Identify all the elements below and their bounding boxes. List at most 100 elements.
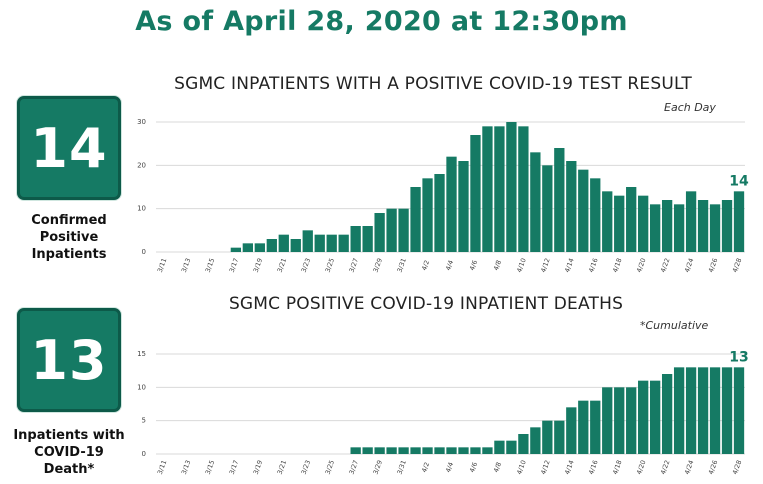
inpatients-bar-chart: 0 10 20 30 3/11 3/13 3/15 3/17 3/19 3/21 3/23 3/25 3… bbox=[137, 118, 749, 274]
x-tick-label: 4/6 bbox=[468, 461, 479, 474]
bar-3/25 bbox=[326, 234, 337, 252]
x-tick-label: 3/15 bbox=[204, 459, 217, 475]
bar-4/7 bbox=[482, 126, 493, 252]
bar-4/14 bbox=[566, 407, 577, 454]
x-tick-label: 3/19 bbox=[252, 257, 265, 273]
bar-4/7 bbox=[482, 447, 493, 454]
bar-4/16 bbox=[590, 400, 601, 454]
x-tick-label: 4/26 bbox=[707, 459, 720, 475]
bar-3/20 bbox=[266, 239, 277, 252]
x-tick-label: 4/8 bbox=[492, 259, 503, 272]
bar-3/19 bbox=[254, 243, 265, 252]
bar-3/30 bbox=[386, 447, 397, 454]
x-tick-label: 3/21 bbox=[276, 257, 289, 273]
x-tick-label: 3/19 bbox=[252, 459, 265, 475]
bar-3/17 bbox=[230, 247, 242, 252]
x-tick-label: 4/26 bbox=[707, 257, 720, 273]
x-tick-label: 4/12 bbox=[539, 257, 552, 273]
last-value-label: 14 bbox=[729, 173, 749, 189]
y-tick-label: 0 bbox=[142, 248, 146, 256]
x-tick-label: 3/11 bbox=[156, 257, 169, 273]
bar-3/21 bbox=[278, 234, 289, 252]
x-tick-label: 3/13 bbox=[180, 257, 193, 273]
bar-4/11 bbox=[530, 152, 541, 252]
bar-4/11 bbox=[530, 427, 541, 454]
x-tick-label: 3/23 bbox=[300, 459, 313, 475]
bar-4/27 bbox=[721, 200, 733, 252]
bar-4/9 bbox=[506, 440, 517, 454]
positive-inpatients-label: Confirmed Positive Inpatients bbox=[4, 212, 134, 263]
bar-4/5 bbox=[458, 161, 469, 252]
label-line: COVID-19 bbox=[34, 445, 104, 460]
bar-4/21 bbox=[650, 380, 661, 454]
bar-4/2 bbox=[422, 447, 433, 454]
bar-3/28 bbox=[362, 447, 373, 454]
positive-inpatients-count: 14 bbox=[30, 116, 108, 180]
x-tick-label: 4/4 bbox=[444, 461, 455, 474]
bar-4/14 bbox=[566, 161, 577, 252]
bar-4/10 bbox=[518, 434, 529, 454]
x-tick-label: 3/15 bbox=[204, 257, 217, 273]
bar-4/20 bbox=[638, 195, 649, 252]
bar-3/31 bbox=[398, 447, 409, 454]
x-tick-label: 4/14 bbox=[563, 257, 576, 273]
deaths-chart-title: SGMC POSITIVE COVID-19 INPATIENT DEATHS bbox=[228, 294, 624, 314]
deaths-label: Inpatients with COVID-19 Death* bbox=[4, 427, 134, 478]
bar-4/3 bbox=[434, 174, 445, 252]
deaths-stat-box: 13 bbox=[17, 308, 121, 412]
x-tick-label: 4/20 bbox=[635, 459, 648, 475]
x-tick-label: 3/13 bbox=[180, 459, 193, 475]
x-tick-label: 4/14 bbox=[563, 459, 576, 475]
bar-4/1 bbox=[410, 187, 421, 252]
y-tick-label: 5 bbox=[142, 417, 146, 425]
x-tick-label: 4/2 bbox=[420, 461, 431, 474]
bar-4/16 bbox=[590, 178, 601, 252]
bar-4/6 bbox=[470, 135, 481, 252]
x-tick-label: 4/16 bbox=[587, 257, 600, 273]
bar-3/29 bbox=[374, 213, 385, 252]
bar-4/24 bbox=[685, 367, 697, 454]
bar-4/20 bbox=[638, 380, 649, 454]
bar-4/6 bbox=[470, 447, 481, 454]
x-tick-label: 3/29 bbox=[371, 459, 384, 475]
label-line: Inpatients with bbox=[13, 428, 125, 443]
bar-4/13 bbox=[554, 420, 565, 454]
bar-4/28 bbox=[733, 367, 745, 454]
x-tick-label: 4/24 bbox=[683, 257, 696, 273]
bar-3/27 bbox=[350, 226, 361, 252]
x-tick-label: 3/27 bbox=[348, 257, 361, 273]
bar-3/31 bbox=[398, 208, 409, 252]
bar-3/30 bbox=[386, 208, 397, 252]
bar-4/5 bbox=[458, 447, 469, 454]
x-tick-label: 3/29 bbox=[371, 257, 384, 273]
bar-4/3 bbox=[434, 447, 445, 454]
bar-4/27 bbox=[721, 367, 733, 454]
last-value-label: 13 bbox=[729, 349, 748, 365]
bar-4/23 bbox=[673, 367, 685, 454]
bar-4/25 bbox=[697, 367, 709, 454]
x-tick-label: 4/28 bbox=[731, 459, 744, 475]
x-tick-label: 3/17 bbox=[228, 257, 241, 273]
bar-4/9 bbox=[506, 122, 517, 252]
bar-4/25 bbox=[697, 200, 709, 252]
bar-4/18 bbox=[614, 195, 625, 252]
bar-4/26 bbox=[709, 204, 721, 252]
y-tick-label: 0 bbox=[142, 450, 146, 458]
bar-4/26 bbox=[709, 367, 721, 454]
x-tick-label: 3/11 bbox=[156, 459, 169, 475]
x-tick-label: 4/12 bbox=[539, 459, 552, 475]
bar-4/19 bbox=[626, 387, 637, 454]
x-tick-label: 4/22 bbox=[659, 257, 672, 273]
label-line: Positive bbox=[39, 230, 99, 245]
x-tick-label: 3/25 bbox=[324, 459, 337, 475]
bar-3/27 bbox=[350, 447, 361, 454]
x-tick-label: 3/21 bbox=[276, 459, 289, 475]
bar-3/22 bbox=[290, 239, 301, 252]
label-line: Death* bbox=[43, 462, 95, 477]
bar-4/17 bbox=[602, 191, 613, 252]
x-tick-label: 4/28 bbox=[731, 257, 744, 273]
x-tick-label: 4/22 bbox=[659, 459, 672, 475]
bar-3/28 bbox=[362, 226, 373, 252]
label-line: Confirmed bbox=[31, 213, 107, 228]
x-tick-label: 3/17 bbox=[228, 459, 241, 475]
